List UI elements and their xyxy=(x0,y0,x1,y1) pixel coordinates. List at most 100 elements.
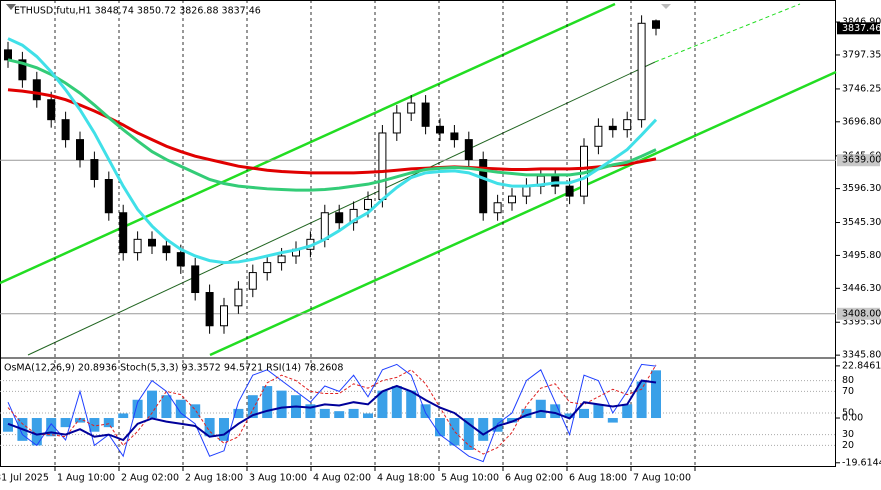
candle-body xyxy=(637,22,646,121)
x-tick-label: 7 Aug 10:00 xyxy=(633,473,691,484)
candle-body xyxy=(508,195,516,204)
oscillator-line xyxy=(7,379,657,442)
osma-bar xyxy=(607,418,618,423)
x-tick-label: 2 Aug 02:00 xyxy=(121,473,179,484)
y-tick-label: -19.6144 xyxy=(842,457,881,468)
plot-frame xyxy=(0,0,836,467)
osma-bar xyxy=(103,418,114,428)
osma-bar xyxy=(190,404,201,419)
candle-body xyxy=(392,112,401,134)
osma-bar xyxy=(348,408,359,419)
candle-body xyxy=(464,139,473,161)
candle-body xyxy=(234,288,243,307)
osma-bar xyxy=(60,418,71,428)
moving-average xyxy=(7,88,657,175)
osma-bar xyxy=(463,418,474,450)
channel-lower xyxy=(209,70,837,357)
y-tick-label: 3797.35 xyxy=(842,49,881,60)
x-tick-label: 6 Aug 02:00 xyxy=(505,473,563,484)
shift-marker xyxy=(661,4,671,9)
y-tick-label: 0.00 xyxy=(842,413,863,424)
candle-body xyxy=(18,59,27,81)
osma-bar xyxy=(593,404,604,419)
x-tick-label: 2 Aug 18:00 xyxy=(185,473,243,484)
candle-body xyxy=(277,255,286,264)
y-tick-label: 3545.30 xyxy=(842,217,881,228)
osma-bar xyxy=(161,395,172,419)
candle-body xyxy=(148,238,156,247)
y-tick-label: 3746.25 xyxy=(842,83,881,94)
osma-bar xyxy=(31,418,42,446)
candle-body xyxy=(594,125,603,147)
osma-bar xyxy=(262,386,273,419)
y2-tick-label: 80 xyxy=(842,375,854,386)
level-label-box xyxy=(837,307,880,320)
candle-body xyxy=(421,102,430,127)
y-tick-label: 3395.30 xyxy=(842,317,881,328)
candle-body xyxy=(450,132,459,141)
moving-average xyxy=(7,58,657,192)
marks xyxy=(0,0,836,467)
candle-body xyxy=(90,159,99,181)
candle-body xyxy=(119,212,128,254)
candle-body xyxy=(565,185,574,197)
osma-bar xyxy=(377,390,388,419)
level-label: 3639.00 xyxy=(842,155,881,166)
candle-body xyxy=(652,20,660,29)
candle-body xyxy=(47,99,56,121)
candle-body xyxy=(364,198,372,210)
osma-bar xyxy=(204,418,215,437)
x-tick-label: 5 Aug 10:00 xyxy=(441,473,499,484)
x-tick-label: 3 Aug 10:00 xyxy=(249,473,307,484)
x-tick-label: 4 Aug 18:00 xyxy=(377,473,435,484)
menu-arrow[interactable] xyxy=(6,4,16,10)
indicator-title: OsMA(12,26,9) 20.8936 Stoch(5,3,3) 93.35… xyxy=(4,363,343,374)
osma-bar xyxy=(622,404,633,419)
candle-body xyxy=(4,49,12,61)
osma-bar xyxy=(247,395,258,419)
candle-body xyxy=(32,79,41,101)
osma-bar xyxy=(175,399,186,419)
last-price-label: 3837.46 xyxy=(842,23,881,34)
oscillator-line xyxy=(7,363,657,463)
last-price-box xyxy=(837,22,880,35)
y-tick-label: 22.8461 xyxy=(842,360,881,371)
y2-tick-label: 70 xyxy=(842,386,854,397)
x-tick-label: 1 Aug 10:00 xyxy=(57,473,115,484)
y2-tick-label: 50 xyxy=(842,408,854,419)
osma-bar xyxy=(507,418,517,423)
candle-body xyxy=(263,262,272,274)
osma-bar xyxy=(363,413,373,419)
osma-bar xyxy=(75,418,85,423)
x-tick-label: 6 Aug 18:00 xyxy=(569,473,627,484)
osma-bar xyxy=(579,408,589,419)
candle-body xyxy=(320,212,329,240)
y-tick-label: 3495.80 xyxy=(842,250,881,261)
y-tick-label: 3596.30 xyxy=(842,183,881,194)
candle-body xyxy=(61,119,70,141)
candle-body xyxy=(248,272,257,290)
y-tick-label: 3696.80 xyxy=(842,116,881,127)
osma-bar xyxy=(449,418,460,446)
osma-bar xyxy=(46,418,57,437)
osma-bar xyxy=(636,381,647,419)
candle-body xyxy=(191,265,200,294)
oscillator-line xyxy=(7,364,657,455)
osma-bar xyxy=(276,390,287,419)
candle-body xyxy=(493,202,502,214)
osma-bar xyxy=(435,418,445,437)
y-tick-label: 3446.30 xyxy=(842,283,881,294)
osma-bar xyxy=(535,399,546,419)
osma-bar xyxy=(89,418,100,432)
candle-body xyxy=(608,125,617,131)
candle-body xyxy=(76,139,84,161)
candle-body xyxy=(436,125,444,134)
y-tick-label: 3846.90 xyxy=(842,17,881,28)
candle-body xyxy=(205,292,214,327)
level-label-box xyxy=(837,154,880,167)
osma-bar xyxy=(118,413,129,419)
candle-body xyxy=(133,238,142,254)
candle-body xyxy=(349,208,358,224)
